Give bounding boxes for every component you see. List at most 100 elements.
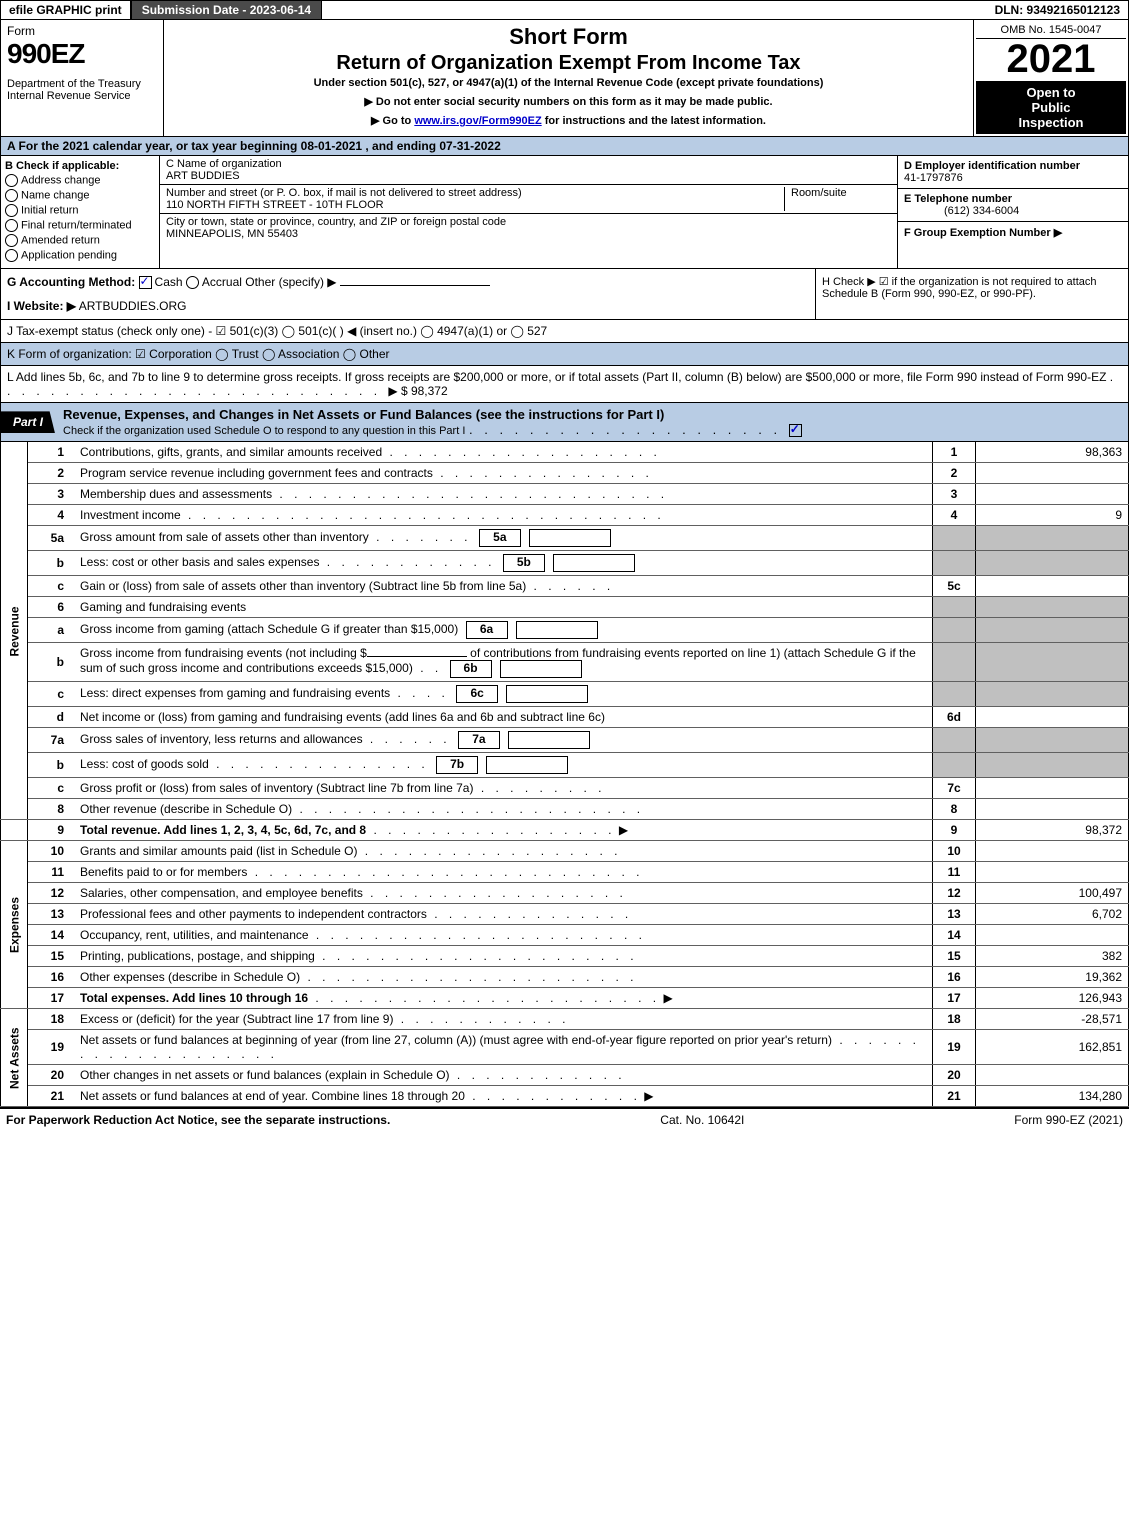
other-label: Other (specify) ▶ [245, 275, 336, 289]
row-line-5b: b Less: cost or other basis and sales ex… [1, 551, 1129, 576]
row-line-6a: a Gross income from gaming (attach Sched… [1, 618, 1129, 643]
i-label: I Website: ▶ [7, 299, 76, 313]
chk-cash[interactable] [139, 276, 152, 289]
chk-accrual[interactable] [186, 276, 199, 289]
part1-table: Revenue 1 Contributions, gifts, grants, … [0, 442, 1129, 1107]
ein-value: 41-1797876 [904, 172, 963, 184]
row-line-12: 12 Salaries, other compensation, and emp… [1, 883, 1129, 904]
row-line-17: 17 Total expenses. Add lines 10 through … [1, 988, 1129, 1009]
form-version: Form 990-EZ (2021) [1014, 1113, 1123, 1127]
cash-label: Cash [155, 275, 183, 289]
street-value: 110 NORTH FIFTH STREET - 10TH FLOOR [166, 199, 384, 211]
part1-title: Revenue, Expenses, and Changes in Net As… [63, 407, 664, 422]
dln-label: DLN: 93492165012123 [987, 1, 1128, 19]
box-c-city: City or town, state or province, country… [160, 214, 897, 242]
row-line-11: 11 Benefits paid to or for members . . .… [1, 862, 1129, 883]
box-f-group: F Group Exemption Number ▶ [898, 222, 1128, 243]
part1-label: Part I [1, 411, 55, 433]
row-line-6d: d Net income or (loss) from gaming and f… [1, 707, 1129, 728]
city-label: City or town, state or province, country… [166, 216, 506, 228]
section-a-tax-year: A For the 2021 calendar year, or tax yea… [0, 137, 1129, 156]
row-line-7c: c Gross profit or (loss) from sales of i… [1, 778, 1129, 799]
subtitle: Under section 501(c), 527, or 4947(a)(1)… [168, 77, 969, 89]
row-line-16: 16 Other expenses (describe in Schedule … [1, 967, 1129, 988]
org-info-grid: B Check if applicable: Address change Na… [0, 156, 1129, 269]
city-value: MINNEAPOLIS, MN 55403 [166, 228, 298, 240]
cat-number: Cat. No. 10642I [660, 1113, 744, 1127]
dept-treasury: Department of the Treasury [7, 78, 157, 90]
chk-name-change[interactable]: Name change [5, 189, 155, 202]
form-header: Form 990EZ Department of the Treasury In… [0, 20, 1129, 137]
ein-label: D Employer identification number [904, 160, 1080, 172]
instr-post: for instructions and the latest informat… [542, 115, 766, 127]
row-line-21: 21 Net assets or fund balances at end of… [1, 1086, 1129, 1107]
submission-date: Submission Date - 2023-06-14 [132, 1, 322, 19]
part1-checkbox[interactable] [789, 424, 802, 437]
open-public-badge: Open to Public Inspection [976, 81, 1126, 134]
row-line-5a: 5a Gross amount from sale of assets othe… [1, 526, 1129, 551]
page-footer: For Paperwork Reduction Act Notice, see … [0, 1107, 1129, 1131]
row-line-5c: c Gain or (loss) from sale of assets oth… [1, 576, 1129, 597]
irs-link[interactable]: www.irs.gov/Form990EZ [414, 115, 541, 127]
row-line-7a: 7a Gross sales of inventory, less return… [1, 728, 1129, 753]
box-c-address: Number and street (or P. O. box, if mail… [160, 185, 897, 214]
goto-instructions: ▶ Go to www.irs.gov/Form990EZ for instru… [168, 114, 969, 127]
part1-check-note: Check if the organization used Schedule … [63, 425, 465, 437]
row-line-8: 8 Other revenue (describe in Schedule O)… [1, 799, 1129, 820]
instr-pre: ▶ Go to [371, 115, 414, 127]
group-label: F Group Exemption Number ▶ [904, 227, 1062, 239]
box-b-title: B Check if applicable: [5, 160, 119, 172]
efile-print-label[interactable]: efile GRAPHIC print [1, 1, 132, 19]
chk-amended-return[interactable]: Amended return [5, 234, 155, 247]
form-number: 990EZ [7, 38, 85, 69]
box-d-ein: D Employer identification number 41-1797… [898, 156, 1128, 189]
line-h: H Check ▶ ☑ if the organization is not r… [815, 269, 1128, 319]
room-label: Room/suite [791, 187, 847, 199]
tel-value: (612) 334-6004 [904, 205, 1019, 217]
chk-address-change[interactable]: Address change [5, 174, 155, 187]
line-j-tax-exempt: J Tax-exempt status (check only one) - ☑… [0, 320, 1129, 343]
paperwork-notice: For Paperwork Reduction Act Notice, see … [6, 1113, 390, 1127]
chk-final-return[interactable]: Final return/terminated [5, 219, 155, 232]
c-label: C Name of organization [166, 158, 282, 170]
row-line-6: 6 Gaming and fundraising events [1, 597, 1129, 618]
part1-header: Part I Revenue, Expenses, and Changes in… [0, 403, 1129, 442]
chk-initial-return[interactable]: Initial return [5, 204, 155, 217]
line-g-h: G Accounting Method: Cash Accrual Other … [0, 269, 1129, 320]
line-l-gross-receipts: L Add lines 5b, 6c, and 7b to line 9 to … [0, 366, 1129, 403]
top-bar: efile GRAPHIC print Submission Date - 20… [0, 0, 1129, 20]
tel-label: E Telephone number [904, 193, 1012, 205]
row-line-9: 9 Total revenue. Add lines 1, 2, 3, 4, 5… [1, 820, 1129, 841]
row-line-7b: b Less: cost of goods sold . . . . . . .… [1, 753, 1129, 778]
row-line-2: 2 Program service revenue including gove… [1, 463, 1129, 484]
row-line-3: 3 Membership dues and assessments . . . … [1, 484, 1129, 505]
row-line-4: 4 Investment income . . . . . . . . . . … [1, 505, 1129, 526]
g-label: G Accounting Method: [7, 275, 135, 289]
line-l-text: L Add lines 5b, 6c, and 7b to line 9 to … [7, 370, 1106, 384]
netassets-sidebar: Net Assets [1, 1009, 28, 1107]
row-line-1: Revenue 1 Contributions, gifts, grants, … [1, 442, 1129, 463]
row-line-13: 13 Professional fees and other payments … [1, 904, 1129, 925]
row-line-18: Net Assets 18 Excess or (deficit) for th… [1, 1009, 1129, 1030]
website-value: ARTBUDDIES.ORG [79, 299, 187, 313]
line-k-form-org: K Form of organization: ☑ Corporation ◯ … [0, 343, 1129, 366]
box-e-telephone: E Telephone number (612) 334-6004 [898, 189, 1128, 222]
tax-year: 2021 [976, 39, 1126, 79]
box-b-checkboxes: B Check if applicable: Address change Na… [1, 156, 160, 268]
revenue-sidebar: Revenue [1, 442, 28, 820]
row-line-14: 14 Occupancy, rent, utilities, and maint… [1, 925, 1129, 946]
row-line-6b: b Gross income from fundraising events (… [1, 643, 1129, 682]
street-label: Number and street (or P. O. box, if mail… [166, 187, 522, 199]
chk-application-pending[interactable]: Application pending [5, 249, 155, 262]
row-line-10: Expenses 10 Grants and similar amounts p… [1, 841, 1129, 862]
row-line-19: 19 Net assets or fund balances at beginn… [1, 1030, 1129, 1065]
accrual-label: Accrual [202, 275, 242, 289]
row-line-15: 15 Printing, publications, postage, and … [1, 946, 1129, 967]
irs-label: Internal Revenue Service [7, 90, 157, 102]
return-title: Return of Organization Exempt From Incom… [168, 52, 969, 75]
box-c-name: C Name of organization ART BUDDIES [160, 156, 897, 185]
form-word: Form [7, 24, 35, 38]
row-line-20: 20 Other changes in net assets or fund b… [1, 1065, 1129, 1086]
row-line-6c: c Less: direct expenses from gaming and … [1, 682, 1129, 707]
line-l-amount: ▶ $ 98,372 [388, 384, 447, 398]
